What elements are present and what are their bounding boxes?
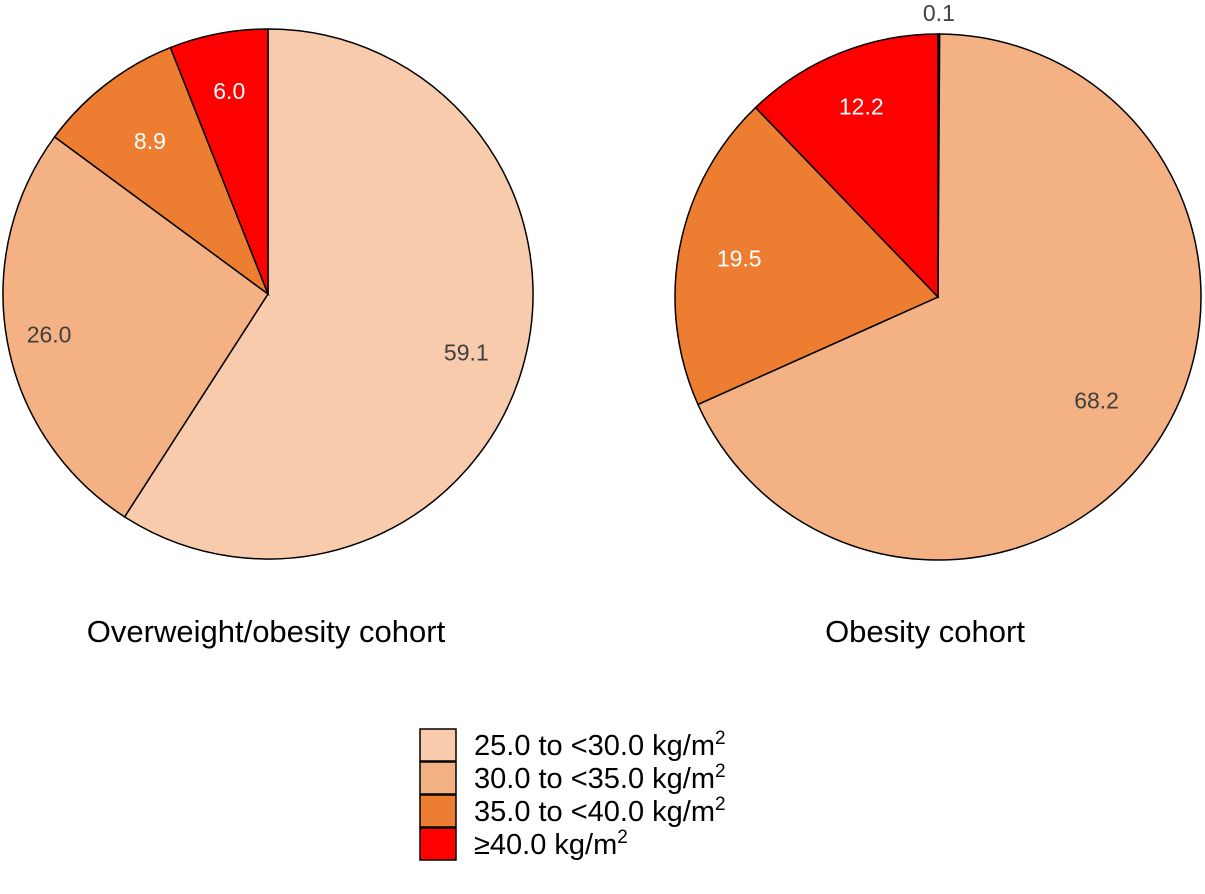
pie-data-label: 19.5 [717,245,762,271]
pie-slice-35-0-to-lt40-0-kg-m2 [674,106,940,406]
pie-slice-30-0-to-lt35-0-kg-m2 [2,135,270,518]
legend-swatch-1 [419,728,457,762]
pie-slice-ge40-0-kg-m2 [169,28,269,295]
legend-label-superscript: 2 [715,761,726,782]
legend-swatch-3 [419,794,457,828]
pie-data-label: 8.9 [134,128,166,154]
pie-data-label: 6.0 [213,78,245,104]
pie-slice-35-0-to-lt40-0-kg-m2 [53,46,270,297]
overweight-obesity-cohort-caption: Overweight/obesity cohort [87,614,446,649]
legend-swatch-2 [419,761,457,795]
pie-slice-25-0-to-lt30-0-kg-m2 [123,28,534,560]
pie-data-label: 0.1 [923,0,955,26]
legend-label-superscript: 2 [617,827,628,848]
pie-slice-30-0-to-lt35-0-kg-m2 [696,33,1202,561]
legend-label-superscript: 2 [715,794,726,815]
legend-label-2: 30.0 to <35.0 kg/m2 [474,761,726,795]
legend-label-text: 35.0 to <40.0 kg/m [474,796,715,828]
obesity-cohort-caption: Obesity cohort [825,614,1025,649]
legend-label-4: ≥40.0 kg/m2 [474,827,628,861]
pie-data-label: 26.0 [27,321,72,347]
pie-data-label: 59.1 [444,339,489,365]
legend-swatch-4 [419,827,457,861]
legend-label-superscript: 2 [715,728,726,749]
legend-label-text: 25.0 to <30.0 kg/m [474,730,715,762]
pie-slice-ge40-0-kg-m2 [754,33,939,299]
pie-data-label: 12.2 [839,94,884,120]
legend-label-text: ≥40.0 kg/m [474,829,617,861]
legend-label-3: 35.0 to <40.0 kg/m2 [474,794,726,828]
pie-data-label: 68.2 [1074,387,1119,413]
overweight-obesity-pie: 59.1 26.0 8.9 6.0 [2,28,534,560]
legend-label-text: 30.0 to <35.0 kg/m [474,763,715,795]
legend-label-1: 25.0 to <30.0 kg/m2 [474,728,726,762]
obesity-pie: 0.1 68.2 19.5 12.2 [674,0,1202,561]
